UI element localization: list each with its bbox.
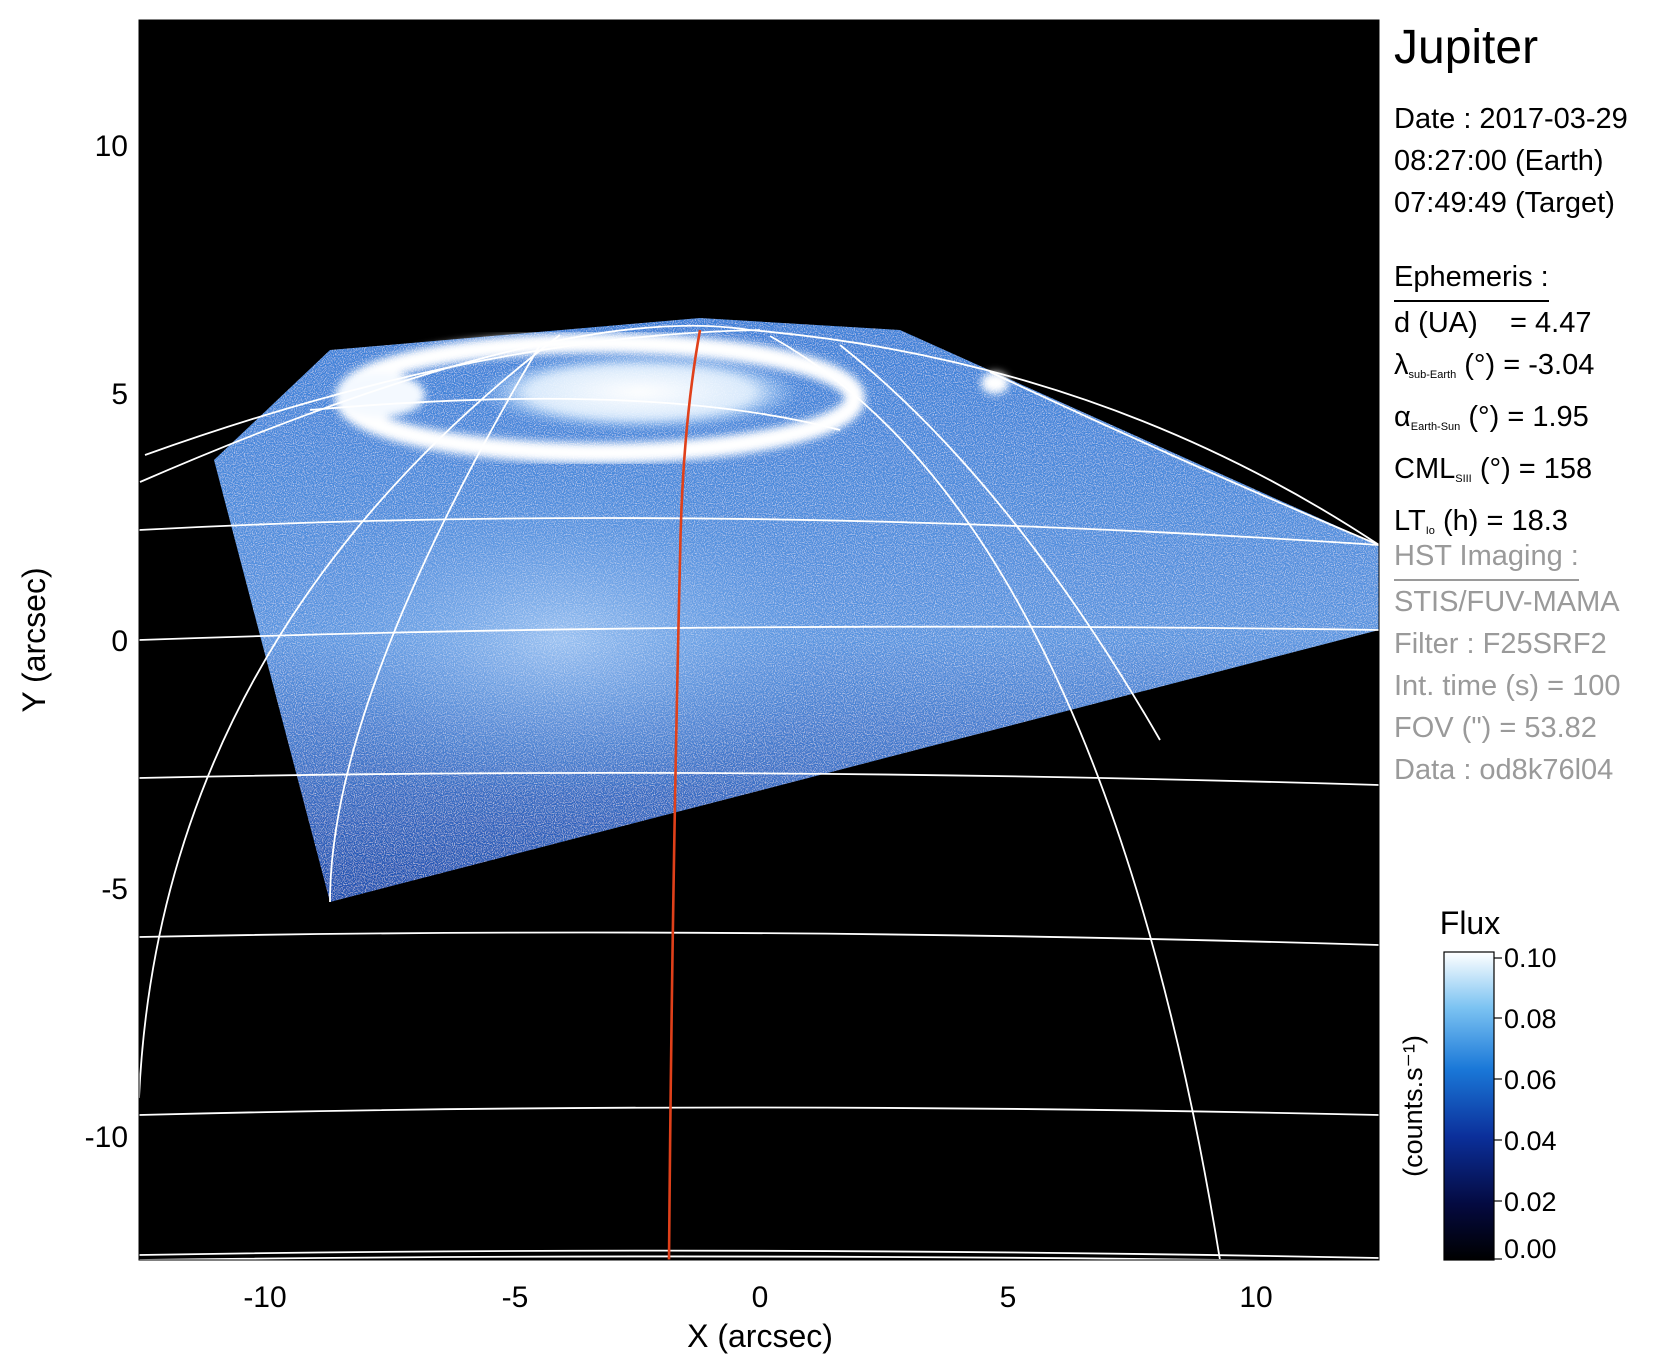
x-tick-label: 5	[1000, 1281, 1017, 1314]
filter-line: Filter : F25SRF2	[1394, 628, 1607, 660]
cml-row: CMLSIII (°) = 158	[1394, 448, 1594, 500]
x-axis-label: X (arcsec)	[687, 1318, 833, 1354]
sub-earth-latitude-row: λsub-Earth (°) = -3.04	[1394, 344, 1594, 396]
lt-unit: (h)	[1442, 505, 1479, 537]
plot-frame	[138, 19, 1380, 1261]
x-tick-label: -10	[243, 1281, 286, 1314]
date-block: Date : 2017-03-29 08:27:00 (Earth) 07:49…	[1394, 98, 1628, 224]
data-id-line: Data : od8k76l04	[1394, 754, 1614, 786]
alpha-unit: (°)	[1468, 401, 1500, 433]
x-tick-label: 10	[1239, 1281, 1272, 1314]
colorbar-tick-label: 0.06	[1504, 1065, 1557, 1095]
y-tick-label: -10	[85, 1121, 128, 1154]
ephemeris-block: Ephemeris : d (UA) = 4.47 λsub-Earth (°)…	[1394, 256, 1594, 552]
distance-label: d (UA)	[1394, 307, 1478, 339]
cml-unit: (°)	[1479, 453, 1511, 485]
x-tick-labels: -10 -5 0 5 10	[243, 1281, 1272, 1314]
lambda-subscript: sub-Earth	[1408, 369, 1457, 381]
colorbar-tick-label: 0.00	[1504, 1234, 1557, 1264]
local-time-row: LTIo (h) = 18.3	[1394, 500, 1594, 552]
lambda-unit: (°)	[1464, 349, 1496, 381]
y-tick-label: 5	[111, 378, 128, 411]
hst-imaging-block: HST Imaging : STIS/FUV-MAMA Filter : F25…	[1394, 535, 1620, 791]
date-line: Date : 2017-03-29	[1394, 103, 1628, 135]
colorbar: Flux 0.10 0.08 0.06 0.04 0.02 0.00 (coun…	[1398, 905, 1557, 1264]
lt-value: = 18.3	[1486, 505, 1568, 537]
colorbar-ticks	[1494, 957, 1502, 1260]
x-tick-label: 0	[752, 1281, 769, 1314]
image-layer	[139, 318, 1379, 1260]
colorbar-gradient	[1443, 951, 1495, 1261]
instrument-line: STIS/FUV-MAMA	[1394, 586, 1620, 618]
alpha-value: = 1.95	[1507, 401, 1589, 433]
target-time-line: 07:49:49 (Target)	[1394, 187, 1615, 219]
fov-line: FOV (") = 53.82	[1394, 712, 1597, 744]
longitude-grid	[139, 334, 1379, 1260]
colorbar-tick-label: 0.10	[1504, 943, 1557, 973]
y-tick-label: 0	[111, 625, 128, 658]
distance-value: = 4.47	[1510, 307, 1592, 339]
lt-subscript: Io	[1425, 525, 1435, 537]
colorbar-tick-label: 0.08	[1504, 1004, 1557, 1034]
lambda-value: = -3.04	[1503, 349, 1595, 381]
colorbar-title: Flux	[1440, 905, 1500, 941]
planet-title: Jupiter	[1394, 21, 1539, 74]
colorbar-tick-label: 0.04	[1504, 1126, 1557, 1156]
lambda-symbol: λ	[1394, 349, 1409, 381]
latitude-grid	[139, 324, 1379, 1260]
colorbar-tick-labels: 0.10 0.08 0.06 0.04 0.02 0.00	[1504, 943, 1557, 1264]
int-time-line: Int. time (s) = 100	[1394, 670, 1621, 702]
alpha-symbol: α	[1394, 401, 1411, 433]
lt-symbol: LT	[1394, 505, 1426, 537]
distance-row: d (UA) = 4.47	[1394, 302, 1594, 344]
phase-angle-row: αEarth-Sun (°) = 1.95	[1394, 396, 1594, 448]
cml-symbol: CML	[1394, 453, 1456, 485]
y-tick-label: -5	[101, 873, 128, 906]
central-meridian-line	[667, 329, 702, 1260]
ephemeris-header: Ephemeris :	[1394, 256, 1549, 302]
y-axis-label: Y (arcsec)	[16, 567, 52, 712]
y-tick-labels: 10 5 0 -5 -10	[85, 130, 128, 1154]
earth-time-line: 08:27:00 (Earth)	[1394, 145, 1604, 177]
colorbar-unit-label: (counts.s⁻¹)	[1398, 1035, 1428, 1177]
colorbar-tick-label: 0.02	[1504, 1187, 1557, 1217]
x-tick-label: -5	[502, 1281, 529, 1314]
cml-subscript: SIII	[1455, 473, 1472, 485]
cml-value: = 158	[1518, 453, 1593, 485]
limb-brightening	[280, 480, 840, 800]
hst-header: HST Imaging :	[1394, 535, 1579, 581]
alpha-subscript: Earth-Sun	[1410, 421, 1461, 433]
y-tick-label: 10	[95, 130, 128, 163]
